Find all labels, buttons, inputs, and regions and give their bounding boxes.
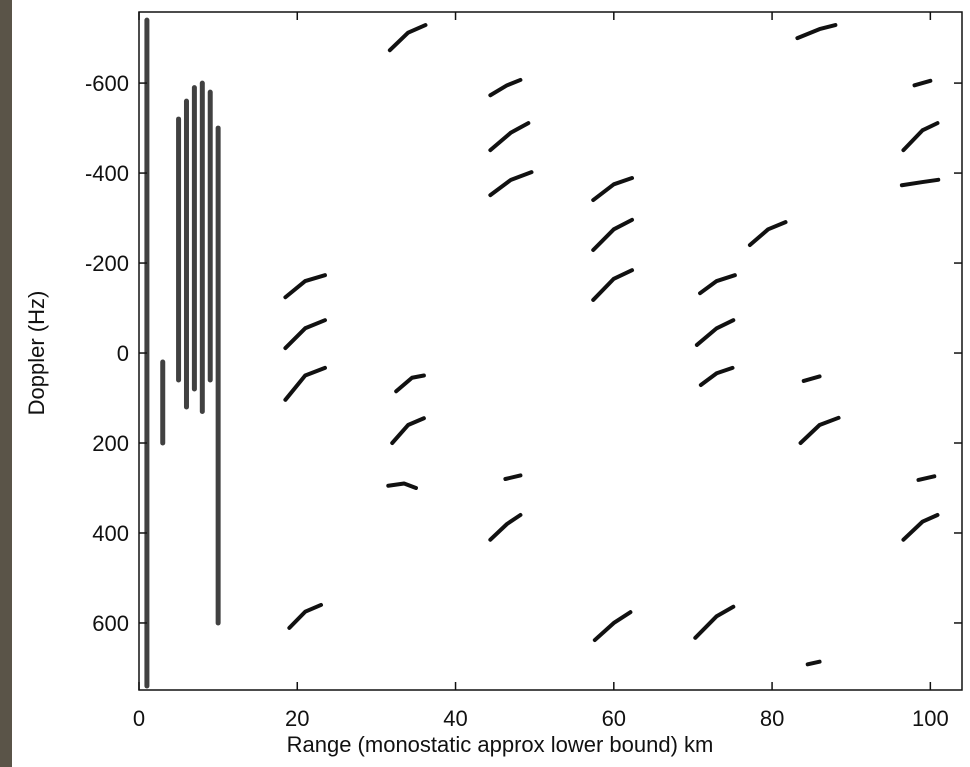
x-tick-label: 60 — [602, 706, 626, 731]
echo-track — [386, 481, 418, 490]
echo-track — [801, 374, 822, 383]
echo-track — [591, 176, 635, 203]
echo-track — [488, 121, 531, 153]
echo-track — [899, 177, 941, 188]
echo-track — [592, 610, 633, 643]
echo-track — [795, 23, 838, 41]
background-edge — [0, 0, 12, 767]
echo-track — [916, 474, 937, 482]
echo-track — [283, 318, 327, 351]
echo-track — [287, 602, 324, 630]
y-tick-label: 0 — [117, 341, 129, 366]
echo-track — [283, 273, 327, 300]
y-tick-label: -400 — [85, 161, 129, 186]
echo-track — [591, 217, 635, 252]
echo-track — [694, 318, 736, 347]
echo-track — [747, 220, 788, 248]
x-axis-title: Range (monostatic approx lower bound) km — [287, 732, 714, 757]
echo-track — [488, 170, 534, 198]
y-tick-label: 600 — [92, 611, 129, 636]
echo-track — [698, 365, 735, 387]
echo-track — [503, 473, 523, 481]
y-tick-label: -200 — [85, 251, 129, 276]
echo-track — [901, 121, 940, 153]
echo-track — [901, 512, 940, 542]
echo-track — [698, 273, 737, 296]
echo-track — [390, 416, 426, 446]
x-tick-label: 40 — [443, 706, 467, 731]
echo-track — [912, 78, 933, 88]
x-tick-label: 20 — [285, 706, 309, 731]
echo-track — [798, 415, 841, 446]
x-tick-label: 100 — [912, 706, 949, 731]
plot-frame — [138, 11, 963, 691]
y-axis-title: Doppler (Hz) — [24, 291, 49, 416]
x-tick-label: 0 — [133, 706, 145, 731]
y-tick-label: 400 — [92, 521, 129, 546]
echo-track — [488, 512, 523, 542]
echo-track — [394, 373, 426, 394]
echo-track — [387, 23, 428, 53]
y-tick-label: -600 — [85, 71, 129, 96]
echo-track — [591, 268, 635, 302]
echo-track — [283, 365, 327, 402]
x-tick-label: 80 — [760, 706, 784, 731]
y-tick-label: 200 — [92, 431, 129, 456]
echo-track — [488, 77, 523, 98]
echo-track — [805, 659, 822, 667]
echo-track — [693, 604, 736, 640]
